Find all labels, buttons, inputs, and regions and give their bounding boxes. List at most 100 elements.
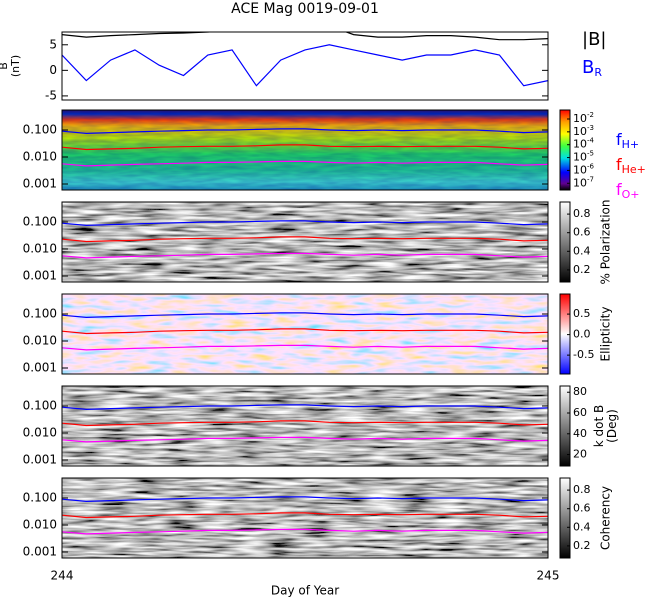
frequency-line	[62, 404, 548, 411]
y-tick-label: 0	[49, 63, 57, 77]
tick-base: 10	[573, 151, 587, 164]
x-tick-label: 245	[537, 569, 560, 583]
y-tick-label: 0.001	[23, 545, 57, 559]
y-tick-label: 0.100	[23, 306, 57, 320]
legend-name: B	[582, 57, 594, 78]
panel-frame	[61, 31, 549, 101]
spectrogram-texture	[62, 110, 548, 190]
tick-base: 10	[573, 112, 587, 125]
spectrogram-image	[62, 478, 548, 558]
frequency-line	[62, 328, 548, 335]
y-tick-label: 0.010	[23, 150, 57, 164]
colorbar	[559, 109, 571, 191]
frequency-line	[62, 528, 548, 535]
legend-entry: fHe+	[616, 155, 646, 177]
frequency-line	[62, 496, 548, 503]
panel-frame	[61, 477, 549, 559]
panel-frame	[61, 109, 549, 191]
legend-name: |B|	[582, 29, 606, 50]
colorbar-tick-label: 0.8	[573, 207, 591, 220]
legend-subscript: O+	[622, 188, 640, 201]
frequency-line	[62, 236, 548, 243]
frequency-line	[62, 252, 548, 259]
y-tick-label: 0.100	[23, 490, 57, 504]
colorbar-tick-label: -0.5	[573, 348, 594, 361]
y-tick-label: 0.010	[23, 518, 57, 532]
tick-exponent: -7	[587, 175, 594, 183]
tick-exponent: -4	[587, 137, 595, 145]
tick-exponent: -3	[587, 124, 594, 132]
colorbar-tick-label: 0.8	[573, 483, 591, 496]
tick-base: 10	[573, 125, 587, 138]
y-tick-label: 0.100	[23, 214, 57, 228]
colorbar-tick-label: 0.6	[573, 226, 591, 239]
tick-exponent: -5	[587, 150, 594, 158]
y-tick-label: 5	[49, 37, 57, 51]
y-tick-label: 0.100	[23, 398, 57, 412]
panel-frame	[61, 201, 549, 283]
legend-name: f	[616, 130, 622, 149]
colorbar-label: k dot B	[592, 405, 606, 447]
frequency-line	[62, 312, 548, 319]
colorbar-tick-label: 20	[573, 448, 587, 461]
frequency-line	[62, 144, 548, 151]
colorbar-tick-label: 10-3	[573, 124, 594, 138]
colorbar	[559, 477, 571, 559]
tick-base: 10	[573, 138, 587, 151]
legend-subscript: He+	[622, 163, 646, 176]
colorbar-tick-label: 0.2	[573, 263, 591, 276]
colorbar-tick-label: 40	[573, 427, 587, 440]
colorbar-label: (Deg)	[605, 409, 619, 443]
colorbar-tick-label: 60	[573, 406, 587, 419]
panel-frame	[61, 293, 549, 375]
line	[62, 32, 548, 41]
y-tick-label: 0.001	[23, 269, 57, 283]
colorbar-tick-label: 0.4	[573, 520, 591, 533]
y-tick-label: -5	[45, 88, 57, 102]
frequency-line	[62, 128, 548, 135]
frequency-line	[62, 512, 548, 519]
spectrogram-image	[62, 202, 548, 282]
y-tick-label: 0.010	[23, 242, 57, 256]
spectrogram-image	[62, 386, 548, 466]
colorbar-tick-label: 0.5	[573, 307, 591, 320]
colorbar-tick-label: 0.6	[573, 502, 591, 515]
colorbar	[559, 293, 571, 375]
y-tick-label: 0.001	[23, 453, 57, 467]
tick-exponent: -2	[587, 111, 594, 119]
frequency-line	[62, 344, 548, 351]
colorbar-tick-label: 10-4	[573, 137, 595, 151]
y-axis-label: (nT)	[9, 55, 22, 77]
tick-exponent: -6	[587, 162, 595, 170]
colorbar-tick-label: 10-5	[573, 150, 594, 164]
tick-base: 10	[573, 163, 587, 176]
colorbar-label: Ellipticity	[599, 307, 613, 362]
colorbar	[559, 385, 571, 467]
y-tick-label: 0.010	[23, 426, 57, 440]
y-axis-label: B	[0, 62, 10, 70]
legend-entry: fO+	[616, 180, 640, 202]
colorbar	[559, 201, 571, 283]
colorbar-tick-label: 0.2	[573, 539, 591, 552]
y-tick-label: 0.010	[23, 334, 57, 348]
x-tick-label: 244	[51, 569, 74, 583]
y-tick-label: 0.100	[23, 122, 57, 136]
colorbar-tick-label: 80	[573, 385, 587, 398]
frequency-line	[62, 436, 548, 443]
line	[62, 44, 548, 87]
legend-entry: |B|	[582, 29, 606, 50]
colorbar-tick-label: 0.0	[573, 328, 591, 341]
frequency-line	[62, 420, 548, 427]
colorbar-tick-label: 10-2	[573, 111, 594, 125]
chart-title: ACE Mag 0019-09-01	[231, 1, 379, 17]
legend-name: f	[616, 180, 622, 199]
spectrogram-image	[62, 294, 548, 374]
y-tick-label: 0.001	[23, 361, 57, 375]
colorbar-tick-label: 10-7	[573, 175, 594, 189]
legend-subscript: H+	[622, 138, 640, 151]
legend-entry: fH+	[616, 130, 639, 152]
tick-base: 10	[573, 176, 587, 189]
colorbar-tick-label: 10-6	[573, 162, 595, 176]
legend-entry: BR	[582, 57, 602, 79]
